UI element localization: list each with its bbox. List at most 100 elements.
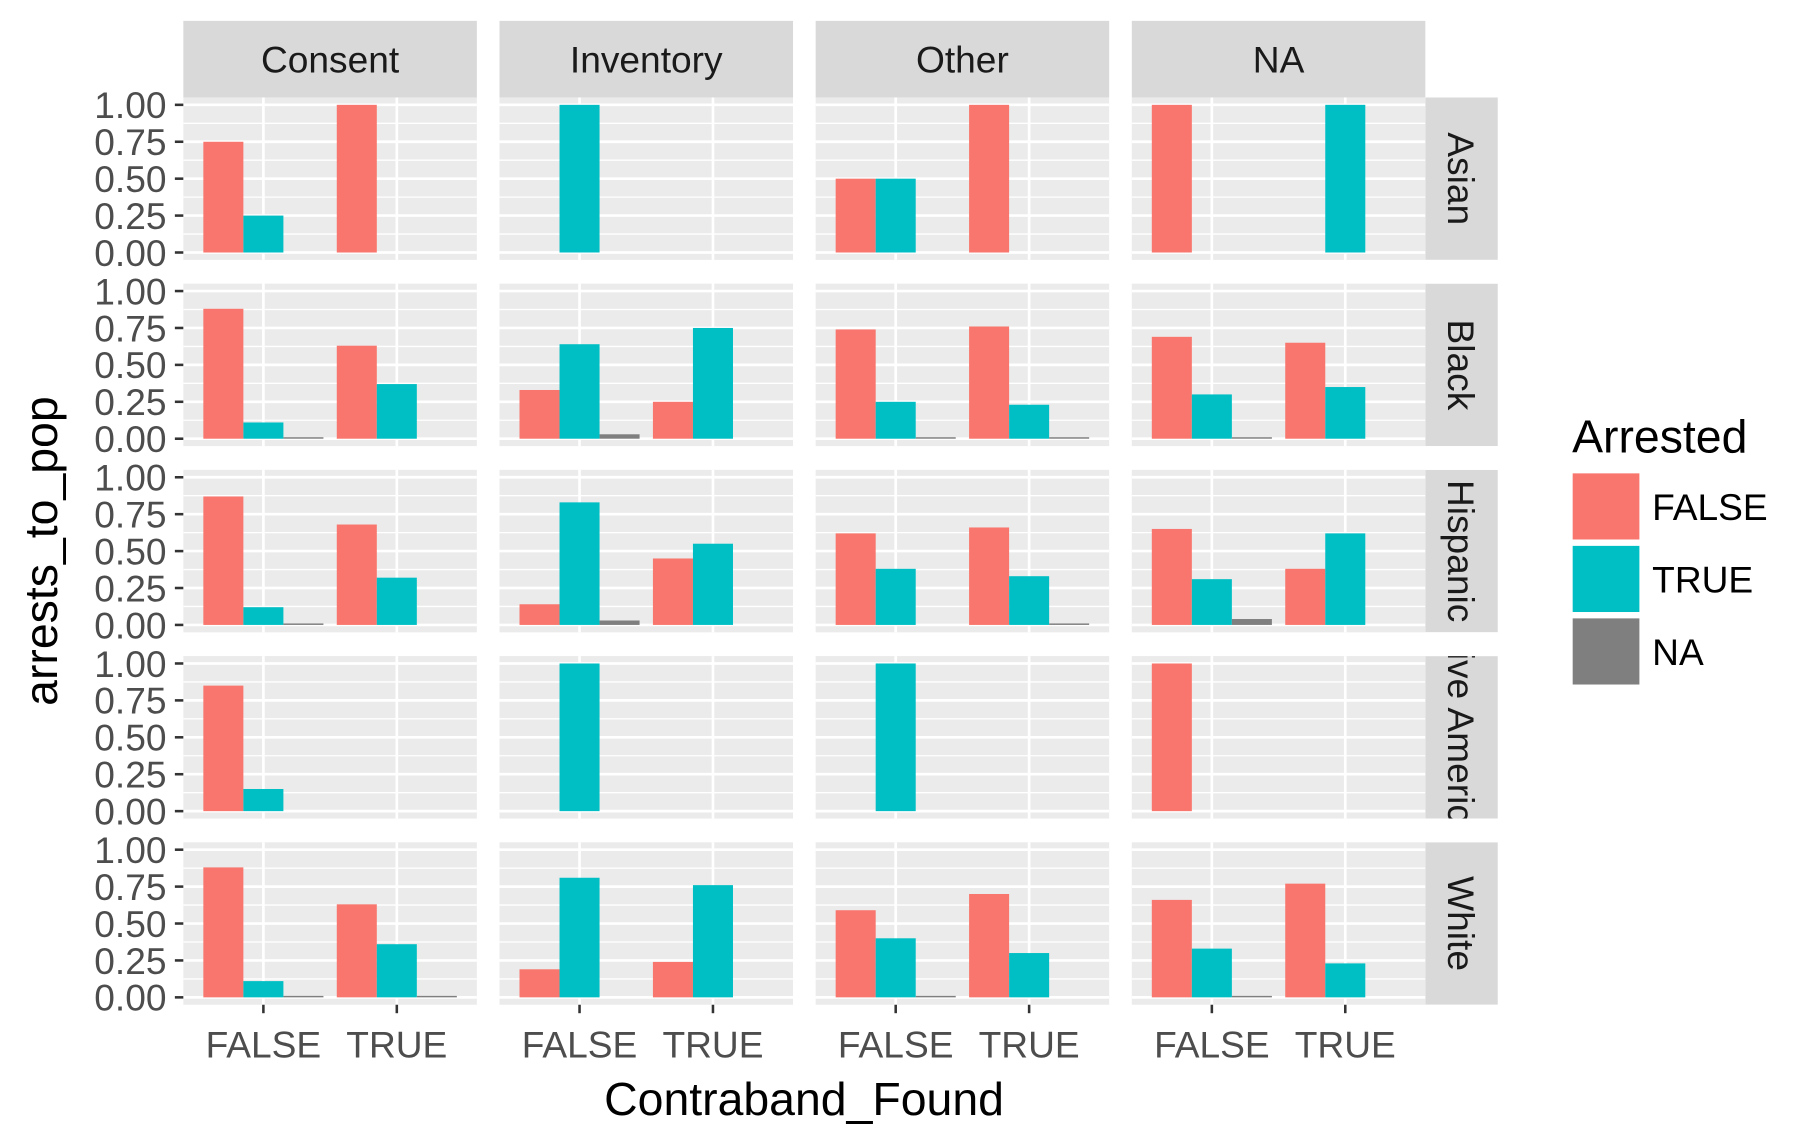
y-tick-label: 0.00 bbox=[94, 977, 166, 1019]
bar-white-na-false-arrested-na bbox=[1231, 995, 1272, 998]
bar-asian-inventory-false-arrested-true bbox=[559, 104, 600, 253]
bar-hispanic-other-true-arrested-true bbox=[1009, 576, 1050, 625]
y-tick-label: 1.00 bbox=[94, 270, 166, 312]
bar-hispanic-other-false-arrested-true bbox=[875, 568, 916, 625]
bar-white-other-false-arrested-na bbox=[915, 995, 956, 998]
bar-white-inventory-true-arrested-false bbox=[652, 961, 693, 998]
y-tick-label: 0.25 bbox=[94, 381, 166, 423]
bar-ive-americ-consent-false-arrested-false bbox=[203, 685, 244, 812]
legend-entry-na: NA bbox=[1572, 618, 1704, 685]
y-tick-label: 0.50 bbox=[94, 158, 166, 200]
bar-asian-consent-false-arrested-false bbox=[203, 141, 244, 253]
y-tick-label: 0.25 bbox=[94, 754, 166, 796]
panel-ive-americ-na bbox=[1131, 656, 1426, 819]
bar-black-other-true-arrested-false bbox=[969, 326, 1010, 439]
x-axis-other: FALSE TRUE bbox=[838, 1004, 1080, 1066]
y-axis-title: arrests_to_pop bbox=[15, 396, 67, 705]
legend-entry-false: FALSE bbox=[1572, 473, 1768, 540]
strip-label: Other bbox=[916, 39, 1009, 81]
bar-white-inventory-false-arrested-false bbox=[519, 969, 560, 998]
strip-background bbox=[1425, 842, 1498, 1005]
bar-white-consent-true-arrested-false bbox=[336, 904, 377, 998]
panel-hispanic-na bbox=[1131, 469, 1426, 633]
x-tick-label: TRUE bbox=[346, 1024, 447, 1066]
bar-white-na-false-arrested-true bbox=[1191, 948, 1232, 998]
strip-label: Black bbox=[1440, 320, 1482, 411]
y-tick-label: 0.75 bbox=[94, 494, 166, 536]
bar-black-inventory-false-arrested-na bbox=[599, 434, 640, 439]
panel-black-other bbox=[815, 283, 1110, 447]
panel-hispanic-inventory bbox=[499, 469, 794, 633]
strip-col-consent: Consent bbox=[183, 20, 477, 98]
bar-black-na-true-arrested-true bbox=[1325, 387, 1366, 439]
panel-black-inventory bbox=[499, 283, 794, 447]
legend: Arrested FALSE TRUE NA bbox=[1572, 410, 1768, 685]
bar-hispanic-other-true-arrested-false bbox=[969, 527, 1010, 625]
strip-label: Asian bbox=[1440, 132, 1482, 225]
y-axis-black: 0.000.250.500.751.00 bbox=[94, 270, 184, 460]
y-tick-label: 0.25 bbox=[94, 567, 166, 609]
panel-asian-consent bbox=[183, 97, 477, 260]
bar-hispanic-na-false-arrested-false bbox=[1151, 528, 1192, 625]
legend-keys: FALSE TRUE NA bbox=[1572, 473, 1768, 685]
bar-asian-other-false-arrested-false bbox=[835, 178, 876, 253]
bar-white-consent-true-arrested-true bbox=[376, 944, 417, 998]
panel-asian-na bbox=[1131, 97, 1426, 260]
panel-asian-other bbox=[815, 97, 1110, 260]
panel-ive-americ-inventory bbox=[499, 656, 794, 819]
y-tick-label: 0.00 bbox=[94, 232, 166, 274]
bar-white-consent-false-arrested-na bbox=[283, 995, 324, 998]
panel-white-other bbox=[815, 842, 1110, 1005]
y-tick-label: 0.50 bbox=[94, 344, 166, 386]
y-tick-label: 0.75 bbox=[94, 121, 166, 163]
legend-key-na bbox=[1572, 618, 1640, 685]
y-tick-label: 0.50 bbox=[94, 717, 166, 759]
y-tick-label: 0.75 bbox=[94, 307, 166, 349]
bar-white-consent-false-arrested-true bbox=[243, 981, 284, 998]
panel-black-consent bbox=[183, 283, 477, 447]
x-axis-inventory: FALSE TRUE bbox=[522, 1004, 763, 1066]
y-axis-asian: 0.000.250.500.751.00 bbox=[94, 84, 184, 274]
bar-hispanic-na-true-arrested-true bbox=[1325, 533, 1366, 625]
bar-black-na-true-arrested-false bbox=[1285, 342, 1326, 439]
strip-col-other: Other bbox=[815, 20, 1110, 98]
bar-hispanic-na-false-arrested-na bbox=[1231, 619, 1272, 625]
x-axis-na: FALSE TRUE bbox=[1154, 1004, 1396, 1066]
strip-background bbox=[1425, 656, 1498, 819]
strip-background bbox=[499, 20, 794, 98]
strip-label: Inventory bbox=[570, 39, 723, 81]
strip-background bbox=[815, 20, 1110, 98]
legend-entry-true: TRUE bbox=[1572, 545, 1753, 613]
bar-white-na-true-arrested-false bbox=[1285, 883, 1326, 998]
panel-white-inventory bbox=[499, 842, 794, 1005]
bar-black-na-false-arrested-true bbox=[1191, 394, 1232, 439]
panel-hispanic-consent bbox=[183, 469, 477, 633]
bar-black-consent-true-arrested-true bbox=[376, 384, 417, 439]
y-tick-label: 0.00 bbox=[94, 790, 166, 832]
strip-background bbox=[183, 20, 477, 98]
bar-asian-other-true-arrested-false bbox=[969, 104, 1010, 253]
x-axis-consent: FALSE TRUE bbox=[206, 1004, 447, 1066]
bar-ive-americ-consent-false-arrested-true bbox=[243, 788, 284, 812]
bar-white-other-false-arrested-true bbox=[875, 938, 916, 998]
legend-label: FALSE bbox=[1652, 486, 1768, 528]
bar-ive-americ-inventory-false-arrested-true bbox=[559, 663, 600, 812]
bar-ive-americ-na-false-arrested-false bbox=[1151, 663, 1192, 812]
bar-black-inventory-false-arrested-false bbox=[519, 389, 560, 439]
y-tick-label: 0.25 bbox=[94, 940, 166, 982]
y-axis-ive-americ: 0.000.250.500.751.00 bbox=[94, 643, 184, 832]
strip-label: White bbox=[1440, 876, 1482, 971]
strip-row-hispanic: Hispanic bbox=[1425, 469, 1498, 633]
bar-white-other-true-arrested-false bbox=[969, 893, 1010, 998]
bar-asian-na-false-arrested-false bbox=[1151, 104, 1192, 253]
bar-hispanic-other-true-arrested-na bbox=[1049, 623, 1090, 625]
bar-black-consent-false-arrested-na bbox=[283, 437, 324, 439]
bar-black-consent-true-arrested-false bbox=[336, 345, 377, 439]
y-axis-white: 0.000.250.500.751.00 bbox=[94, 829, 184, 1019]
bar-black-other-false-arrested-na bbox=[915, 437, 956, 439]
x-tick-label: TRUE bbox=[662, 1024, 763, 1066]
strip-background bbox=[1425, 469, 1498, 633]
y-tick-label: 0.00 bbox=[94, 604, 166, 646]
strip-label: Consent bbox=[261, 39, 400, 81]
x-tick-label: TRUE bbox=[1295, 1024, 1396, 1066]
